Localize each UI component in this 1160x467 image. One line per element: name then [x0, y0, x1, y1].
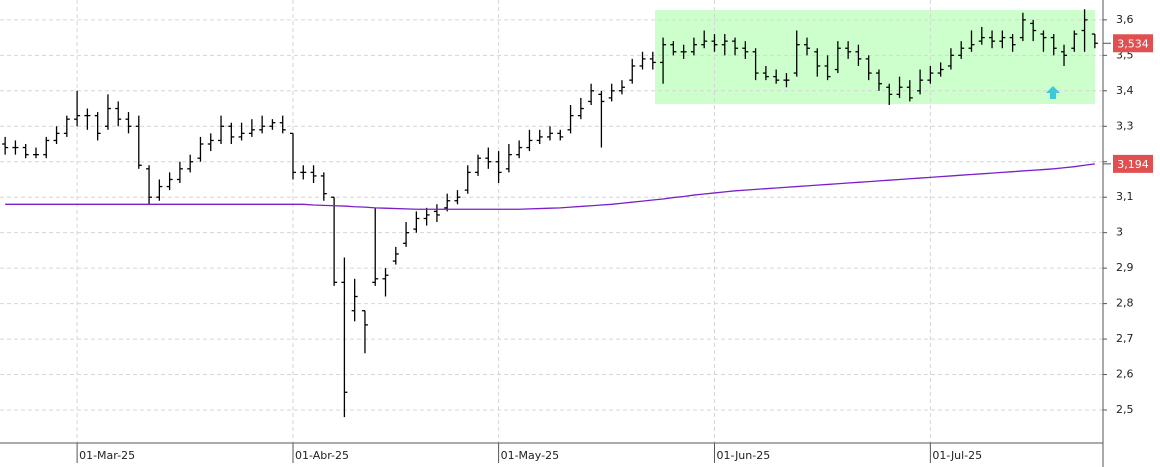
- y-tick-label: 2,6: [1116, 368, 1134, 381]
- moving-average: [5, 163, 1095, 210]
- x-tick-label: 01-Jul-25: [932, 449, 982, 462]
- y-tick-label: 3,6: [1116, 13, 1134, 26]
- y-tick-label: 3,4: [1116, 84, 1134, 97]
- y-tick-label: 2,9: [1116, 261, 1134, 274]
- price-tag-label: 3,194: [1117, 158, 1149, 171]
- grid: [0, 0, 1103, 443]
- y-tick-label: 2,5: [1116, 403, 1134, 416]
- y-tick-label: 3,1: [1116, 190, 1134, 203]
- price-tag-box: [1113, 34, 1153, 53]
- price-tag: 3,534: [1103, 34, 1153, 53]
- y-tick-label: 2,7: [1116, 332, 1134, 345]
- plot: [2, 9, 1098, 418]
- x-tick-label: 01-Jun-25: [716, 449, 770, 462]
- highlight-zone: [655, 10, 1095, 104]
- x-tick-label: 01-May-25: [501, 449, 559, 462]
- y-tick-label: 3,3: [1116, 119, 1134, 132]
- price-tag-label: 3,534: [1117, 37, 1149, 50]
- x-tick-label: 01-Mar-25: [79, 449, 135, 462]
- signal-arrow: [1046, 86, 1060, 99]
- y-tick-label: 2,8: [1116, 297, 1134, 310]
- x-tick-label: 01-Abr-25: [295, 449, 349, 462]
- y-tick-label: 3: [1116, 226, 1123, 239]
- price-tag-box: [1113, 154, 1153, 173]
- price-tag: 3,194: [1103, 154, 1153, 173]
